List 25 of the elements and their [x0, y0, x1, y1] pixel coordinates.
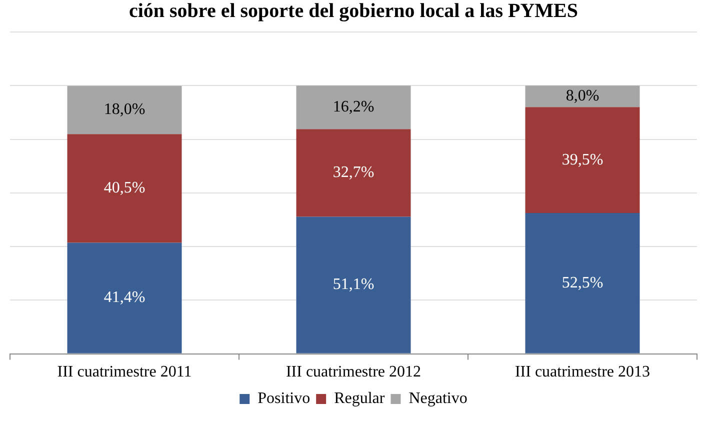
bar	[296, 86, 411, 130]
legend-label: Positivo	[258, 390, 310, 408]
data-label: 51,1%	[332, 276, 374, 294]
legend-label: Negativo	[408, 390, 468, 408]
data-label: 39,5%	[562, 151, 604, 168]
chart-title: ción sobre el soporte del gobierno local a las PYMES	[128, 0, 578, 22]
x-tick-label: III cuatrimestre 2011	[57, 364, 192, 381]
legend-label: Regular	[334, 390, 386, 408]
data-label: 32,7%	[332, 164, 374, 182]
data-label: 41,4%	[104, 289, 146, 306]
bar	[525, 213, 640, 354]
x-tick-label: III cuatrimestre 2012	[286, 364, 422, 381]
data-label: 16,2%	[332, 98, 374, 116]
data-label: 8,0%	[566, 88, 600, 105]
bar	[67, 242, 182, 354]
bar	[67, 134, 182, 243]
bar	[525, 86, 640, 108]
bar	[525, 107, 640, 214]
data-label: 52,5%	[562, 274, 604, 292]
bar	[67, 86, 182, 134]
bar	[296, 216, 411, 354]
bar	[296, 129, 411, 217]
data-label: 40,5%	[104, 180, 146, 197]
x-tick-label: III cuatrimestre 2013	[514, 364, 650, 381]
data-label: 18,0%	[104, 101, 146, 118]
